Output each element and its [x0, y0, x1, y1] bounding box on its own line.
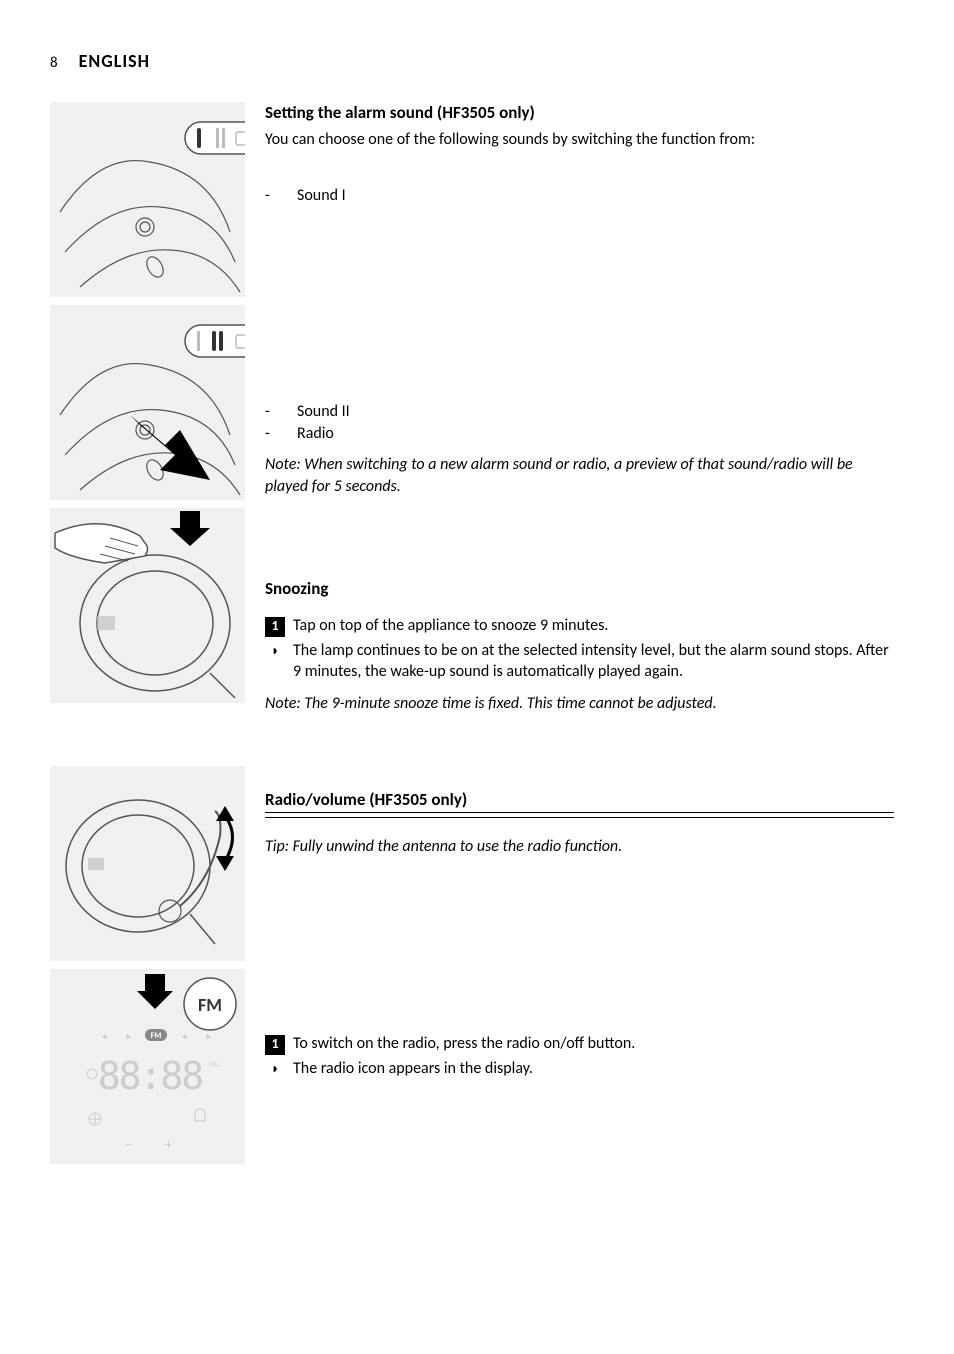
svg-text:+: +	[165, 1136, 172, 1153]
step-number-1: 1	[265, 1035, 285, 1055]
svg-text:−: −	[125, 1136, 132, 1153]
section-title-radio-volume: Radio/volume (HF3505 only)	[265, 789, 894, 813]
snooze-bullet-text: The lamp continues to be on at the selec…	[293, 640, 894, 683]
bullet-row: ◗ The lamp continues to be on at the sel…	[265, 640, 894, 683]
section-divider	[265, 817, 894, 818]
page-number: 8	[50, 54, 59, 72]
illustration-fm-display: FM ◄ ► FM ◄ ► 88:88 PM	[50, 969, 245, 1164]
fm-circle-text: FM	[198, 994, 222, 1016]
sound-option-1: Sound I	[297, 186, 346, 205]
radio-step-text: To switch on the radio, press the radio …	[293, 1033, 894, 1055]
svg-text:FM: FM	[151, 1031, 162, 1041]
intro-text: You can choose one of the following soun…	[265, 129, 894, 151]
dash-icon: -	[265, 401, 270, 423]
tip-antenna: Tip: Fully unwind the antenna to use the…	[265, 836, 894, 858]
triangle-bullet-icon: ◗	[265, 642, 285, 661]
header-text: 8 ENGLISH	[50, 50, 150, 72]
sound-option-3: Radio	[297, 424, 334, 443]
svg-text:►: ►	[205, 1032, 213, 1042]
step-number-1: 1	[265, 617, 285, 637]
text-column: Setting the alarm sound (HF3505 only) Yo…	[265, 102, 904, 1172]
note-preview: Note: When switching to a new alarm soun…	[265, 454, 894, 497]
content-area: FM ◄ ► FM ◄ ► 88:88 PM	[50, 102, 904, 1172]
svg-text:►: ►	[125, 1032, 133, 1042]
dash-icon: -	[265, 185, 270, 207]
svg-text:◄: ◄	[180, 1032, 188, 1042]
sound-option-2: Sound II	[297, 402, 350, 421]
section-title-snoozing: Snoozing	[265, 578, 894, 601]
list-item: - Radio	[265, 423, 894, 445]
svg-text:◄: ◄	[100, 1032, 108, 1042]
step-row: 1 To switch on the radio, press the radi…	[265, 1033, 894, 1055]
illustration-column: FM ◄ ► FM ◄ ► 88:88 PM	[50, 102, 245, 1172]
illustration-snooze	[50, 508, 245, 703]
language-label: ENGLISH	[79, 50, 150, 72]
svg-text:PM: PM	[210, 1060, 220, 1069]
svg-text:88:88: 88:88	[98, 1054, 203, 1098]
section-title-alarm-sound: Setting the alarm sound (HF3505 only)	[265, 102, 894, 125]
radio-bullet-text: The radio icon appears in the display.	[293, 1058, 894, 1080]
bullet-row: ◗ The radio icon appears in the display.	[265, 1058, 894, 1080]
illustration-sound-2	[50, 305, 245, 500]
dash-icon: -	[265, 423, 270, 445]
page-container: 8 ENGLISH	[0, 0, 954, 1222]
snooze-step-text: Tap on top of the appliance to snooze 9 …	[293, 615, 894, 637]
page-header: 8 ENGLISH	[50, 50, 904, 72]
illustration-antenna	[50, 766, 245, 961]
illustration-sound-1	[50, 102, 245, 297]
step-row: 1 Tap on top of the appliance to snooze …	[265, 615, 894, 637]
list-item: - Sound II	[265, 401, 894, 423]
list-item: - Sound I	[265, 185, 894, 207]
note-snooze-fixed: Note: The 9-minute snooze time is fixed.…	[265, 693, 894, 715]
triangle-bullet-icon: ◗	[265, 1060, 285, 1079]
